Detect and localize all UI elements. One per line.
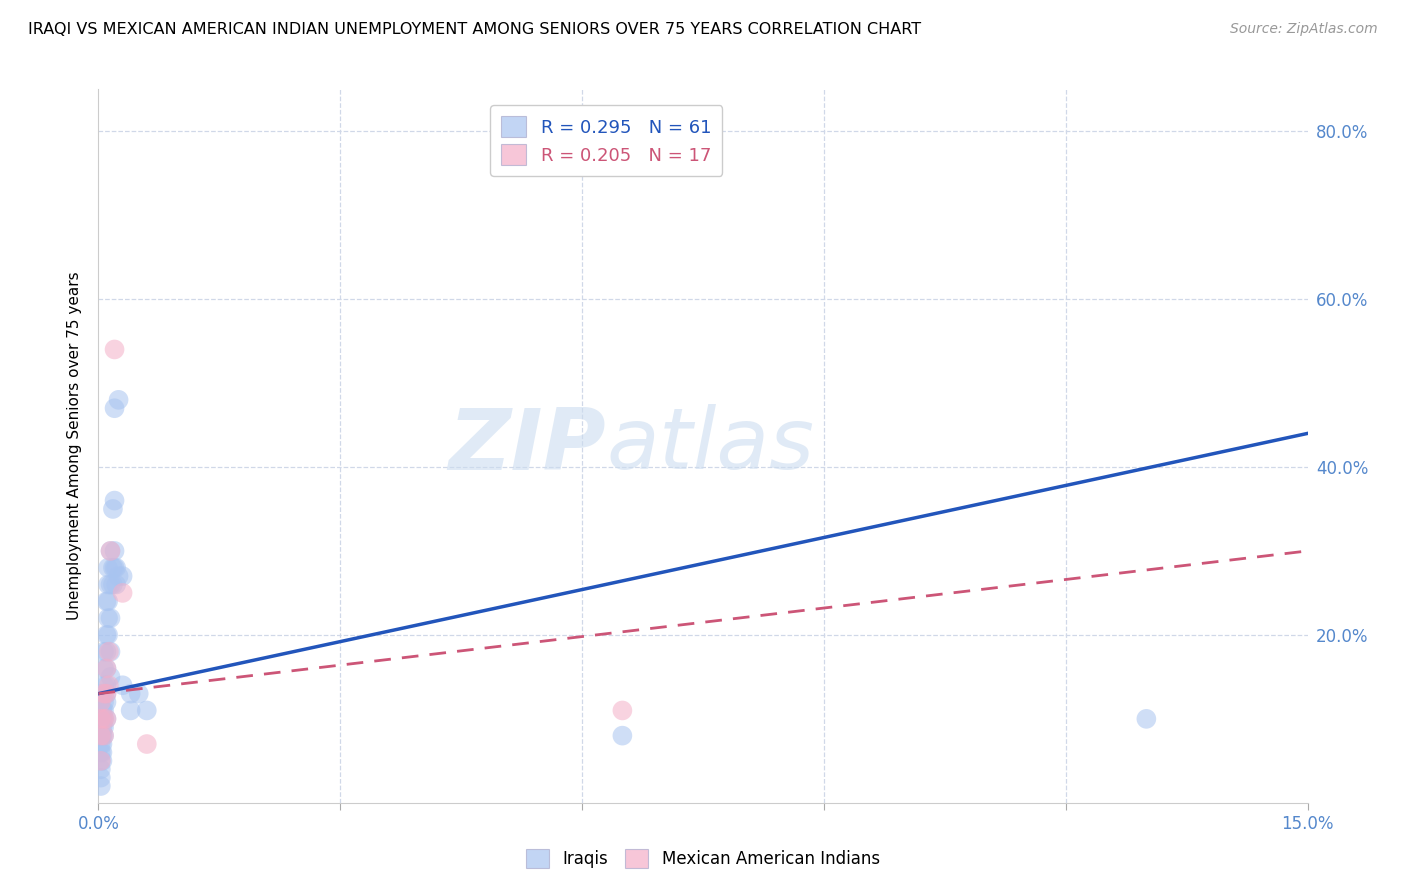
- Point: [1135, 712, 1157, 726]
- Point: [111, 586, 134, 600]
- Point: [93, 720, 115, 734]
- Point: [96, 687, 118, 701]
- Point: [93, 695, 115, 709]
- Point: [100, 611, 122, 625]
- Point: [120, 687, 142, 701]
- Point: [96, 645, 118, 659]
- Point: [107, 569, 129, 583]
- Point: [107, 392, 129, 407]
- Point: [101, 560, 124, 574]
- Point: [612, 703, 634, 717]
- Point: [97, 560, 120, 574]
- Point: [90, 779, 112, 793]
- Point: [93, 712, 115, 726]
- Point: [93, 687, 115, 701]
- Point: [96, 687, 118, 701]
- Point: [91, 712, 114, 726]
- Point: [111, 678, 134, 692]
- Point: [97, 628, 120, 642]
- Point: [90, 754, 112, 768]
- Point: [91, 746, 114, 760]
- Point: [90, 729, 112, 743]
- Point: [96, 594, 118, 608]
- Point: [90, 746, 112, 760]
- Text: Source: ZipAtlas.com: Source: ZipAtlas.com: [1230, 22, 1378, 37]
- Point: [90, 771, 112, 785]
- Point: [97, 678, 120, 692]
- Point: [93, 729, 115, 743]
- Legend: Iraqis, Mexican American Indians: Iraqis, Mexican American Indians: [519, 842, 887, 875]
- Point: [91, 737, 114, 751]
- Point: [103, 401, 125, 416]
- Point: [97, 645, 120, 659]
- Point: [90, 729, 112, 743]
- Point: [96, 661, 118, 675]
- Point: [90, 695, 112, 709]
- Legend: R = 0.295   N = 61, R = 0.205   N = 17: R = 0.295 N = 61, R = 0.205 N = 17: [491, 105, 723, 176]
- Text: IRAQI VS MEXICAN AMERICAN INDIAN UNEMPLOYMENT AMONG SENIORS OVER 75 YEARS CORREL: IRAQI VS MEXICAN AMERICAN INDIAN UNEMPLO…: [28, 22, 921, 37]
- Point: [100, 544, 122, 558]
- Point: [91, 754, 114, 768]
- Point: [91, 720, 114, 734]
- Point: [93, 712, 115, 726]
- Point: [90, 762, 112, 776]
- Point: [93, 729, 115, 743]
- Point: [103, 343, 125, 357]
- Point: [96, 695, 118, 709]
- Text: atlas: atlas: [606, 404, 814, 488]
- Point: [128, 687, 150, 701]
- Point: [100, 544, 122, 558]
- Point: [93, 645, 115, 659]
- Point: [96, 628, 118, 642]
- Point: [120, 703, 142, 717]
- Point: [97, 594, 120, 608]
- Point: [97, 577, 120, 591]
- Point: [90, 737, 112, 751]
- Point: [101, 577, 124, 591]
- Point: [91, 729, 114, 743]
- Text: ZIP: ZIP: [449, 404, 606, 488]
- Point: [91, 703, 114, 717]
- Point: [90, 754, 112, 768]
- Point: [105, 560, 128, 574]
- Point: [103, 560, 125, 574]
- Point: [96, 661, 118, 675]
- Point: [105, 577, 128, 591]
- Point: [96, 678, 118, 692]
- Point: [135, 703, 157, 717]
- Point: [93, 703, 115, 717]
- Point: [135, 737, 157, 751]
- Point: [100, 577, 122, 591]
- Point: [93, 678, 115, 692]
- Y-axis label: Unemployment Among Seniors over 75 years: Unemployment Among Seniors over 75 years: [67, 272, 83, 620]
- Point: [103, 493, 125, 508]
- Point: [101, 502, 124, 516]
- Point: [100, 645, 122, 659]
- Point: [90, 712, 112, 726]
- Point: [111, 569, 134, 583]
- Point: [612, 729, 634, 743]
- Point: [93, 661, 115, 675]
- Point: [100, 670, 122, 684]
- Point: [91, 687, 114, 701]
- Point: [97, 611, 120, 625]
- Point: [103, 544, 125, 558]
- Point: [96, 712, 118, 726]
- Point: [96, 712, 118, 726]
